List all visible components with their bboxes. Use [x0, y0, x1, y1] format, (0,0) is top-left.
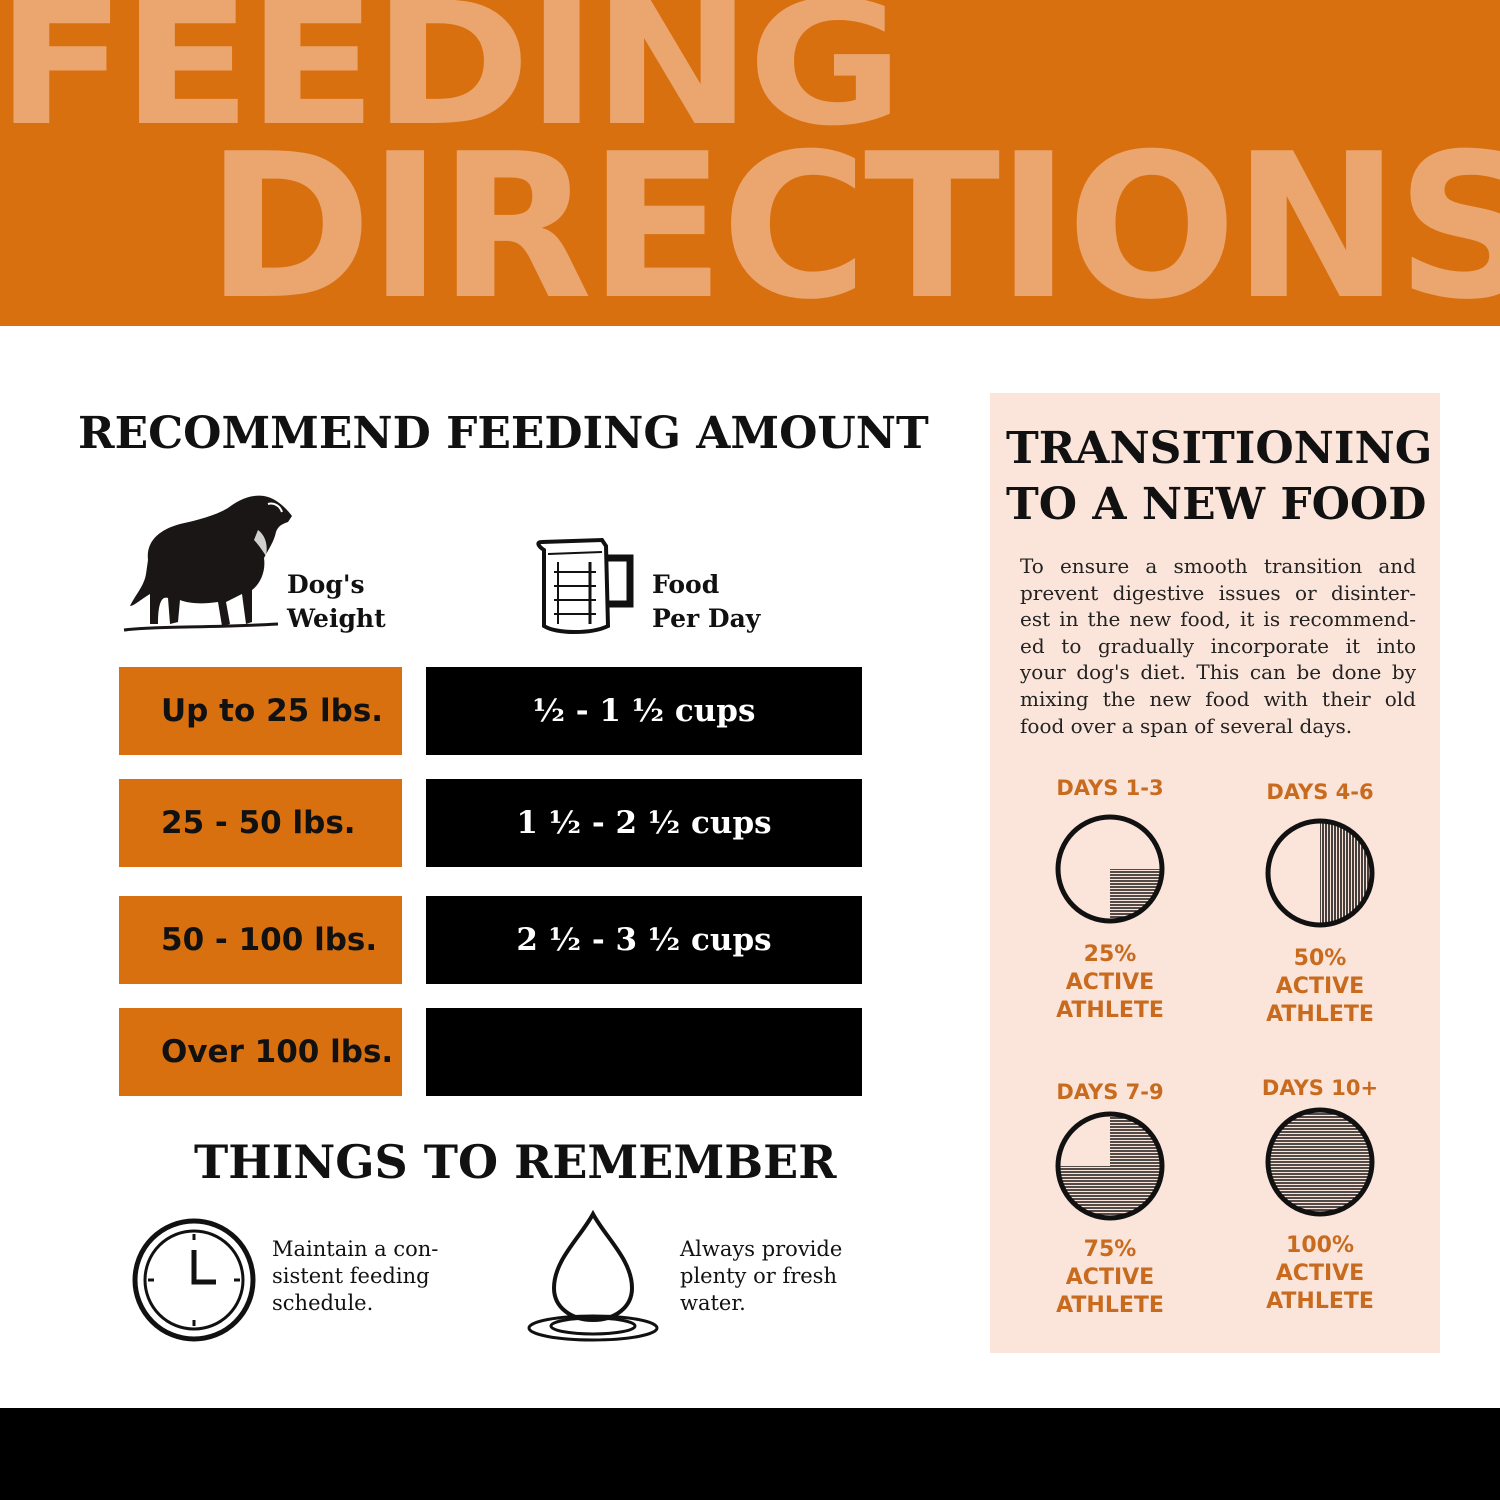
weight-cell: 25 - 50 lbs.	[119, 779, 402, 867]
stage-percent: 75%	[1083, 1237, 1137, 1262]
banner-title-line-2: DIRECTIONS	[206, 111, 1500, 327]
feeding-amount-title: RECOMMEND FEEDING AMOUNT	[78, 408, 929, 459]
food-header-line-2: Per Day	[652, 604, 761, 633]
stage-active: ACTIVE	[1065, 1265, 1155, 1290]
stage-days-label: DAYS 7-9	[1056, 1080, 1164, 1104]
water-drop-icon	[527, 1210, 659, 1342]
stage-athlete: ATHLETE	[1266, 1002, 1374, 1027]
footer-bar	[0, 1408, 1500, 1500]
weight-cell: Over 100 lbs.	[119, 1008, 402, 1096]
stage-percent-label: 75% ACTIVE ATHLETE	[1020, 1236, 1200, 1320]
stage-active: ACTIVE	[1065, 970, 1155, 995]
transition-title-line-1: TRANSITIONING	[1006, 423, 1433, 474]
weight-header-line-1: Dog's	[287, 570, 365, 599]
stage-active: ACTIVE	[1275, 1261, 1365, 1286]
stage-days-label: DAYS 1-3	[1056, 776, 1164, 800]
stage-athlete: ATHLETE	[1056, 1293, 1164, 1318]
stage-percent: 100%	[1286, 1233, 1354, 1258]
stage-pie-outline	[1265, 818, 1375, 928]
stage-percent: 50%	[1293, 946, 1347, 971]
food-cell: 2 ½ - 3 ½ cups	[426, 896, 862, 984]
transition-panel: TRANSITIONING TO A NEW FOOD To ensure a …	[990, 393, 1440, 1353]
food-cell: ½ - 1 ½ cups	[426, 667, 862, 755]
stage-hatched-slice	[1058, 1114, 1162, 1218]
stage-pie-chart	[1055, 814, 1165, 924]
food-header-line-1: Food	[652, 570, 720, 599]
stage-pie-chart	[1055, 1111, 1165, 1221]
stage-pie-chart	[1265, 818, 1375, 928]
clock-icon	[132, 1218, 256, 1342]
stage-athlete: ATHLETE	[1266, 1289, 1374, 1314]
transition-title-line-2: TO A NEW FOOD	[1006, 479, 1427, 530]
tip-fresh-water: Always provide plenty or fresh water.	[680, 1237, 843, 1315]
stage-hatched-slice	[1110, 869, 1162, 921]
stage-percent: 25%	[1083, 942, 1137, 967]
stage-pie-chart	[1265, 1107, 1375, 1217]
measuring-cup-icon	[536, 537, 634, 634]
stage-hatched-slice	[1320, 821, 1372, 925]
stage-percent-label: 100% ACTIVE ATHLETE	[1230, 1232, 1410, 1316]
banner-title-line-1: FEEDING	[0, 0, 904, 164]
stage-percent-label: 50% ACTIVE ATHLETE	[1230, 945, 1410, 1029]
food-cell: 1 ½ - 2 ½ cups	[426, 779, 862, 867]
stage-pie-outline	[1055, 814, 1165, 924]
stage-days-label: DAYS 10+	[1261, 1076, 1379, 1100]
food-column-header: Food Per Day	[652, 568, 760, 636]
weight-cell: 50 - 100 lbs.	[119, 896, 402, 984]
stage-active: ACTIVE	[1275, 974, 1365, 999]
things-to-remember-title: THINGS TO REMEMBER	[194, 1135, 837, 1189]
stage-athlete: ATHLETE	[1056, 998, 1164, 1023]
weight-header-line-2: Weight	[287, 604, 386, 633]
header-banner: FEEDING DIRECTIONS	[0, 0, 1500, 326]
weight-cell: Up to 25 lbs.	[119, 667, 402, 755]
stage-hatched-slice	[1268, 1110, 1372, 1214]
stage-pie-outline	[1265, 1107, 1375, 1217]
dog-icon	[123, 495, 292, 632]
stage-percent-label: 25% ACTIVE ATHLETE	[1020, 941, 1200, 1025]
transition-description: To ensure a smooth transition and preven…	[1020, 554, 1416, 738]
stage-pie-outline	[1055, 1111, 1165, 1221]
food-cell	[426, 1008, 862, 1096]
tip-feeding-schedule: Maintain a con- sistent feeding schedule…	[272, 1237, 439, 1315]
weight-column-header: Dog's Weight	[287, 568, 386, 636]
stage-days-label: DAYS 4-6	[1266, 780, 1374, 804]
